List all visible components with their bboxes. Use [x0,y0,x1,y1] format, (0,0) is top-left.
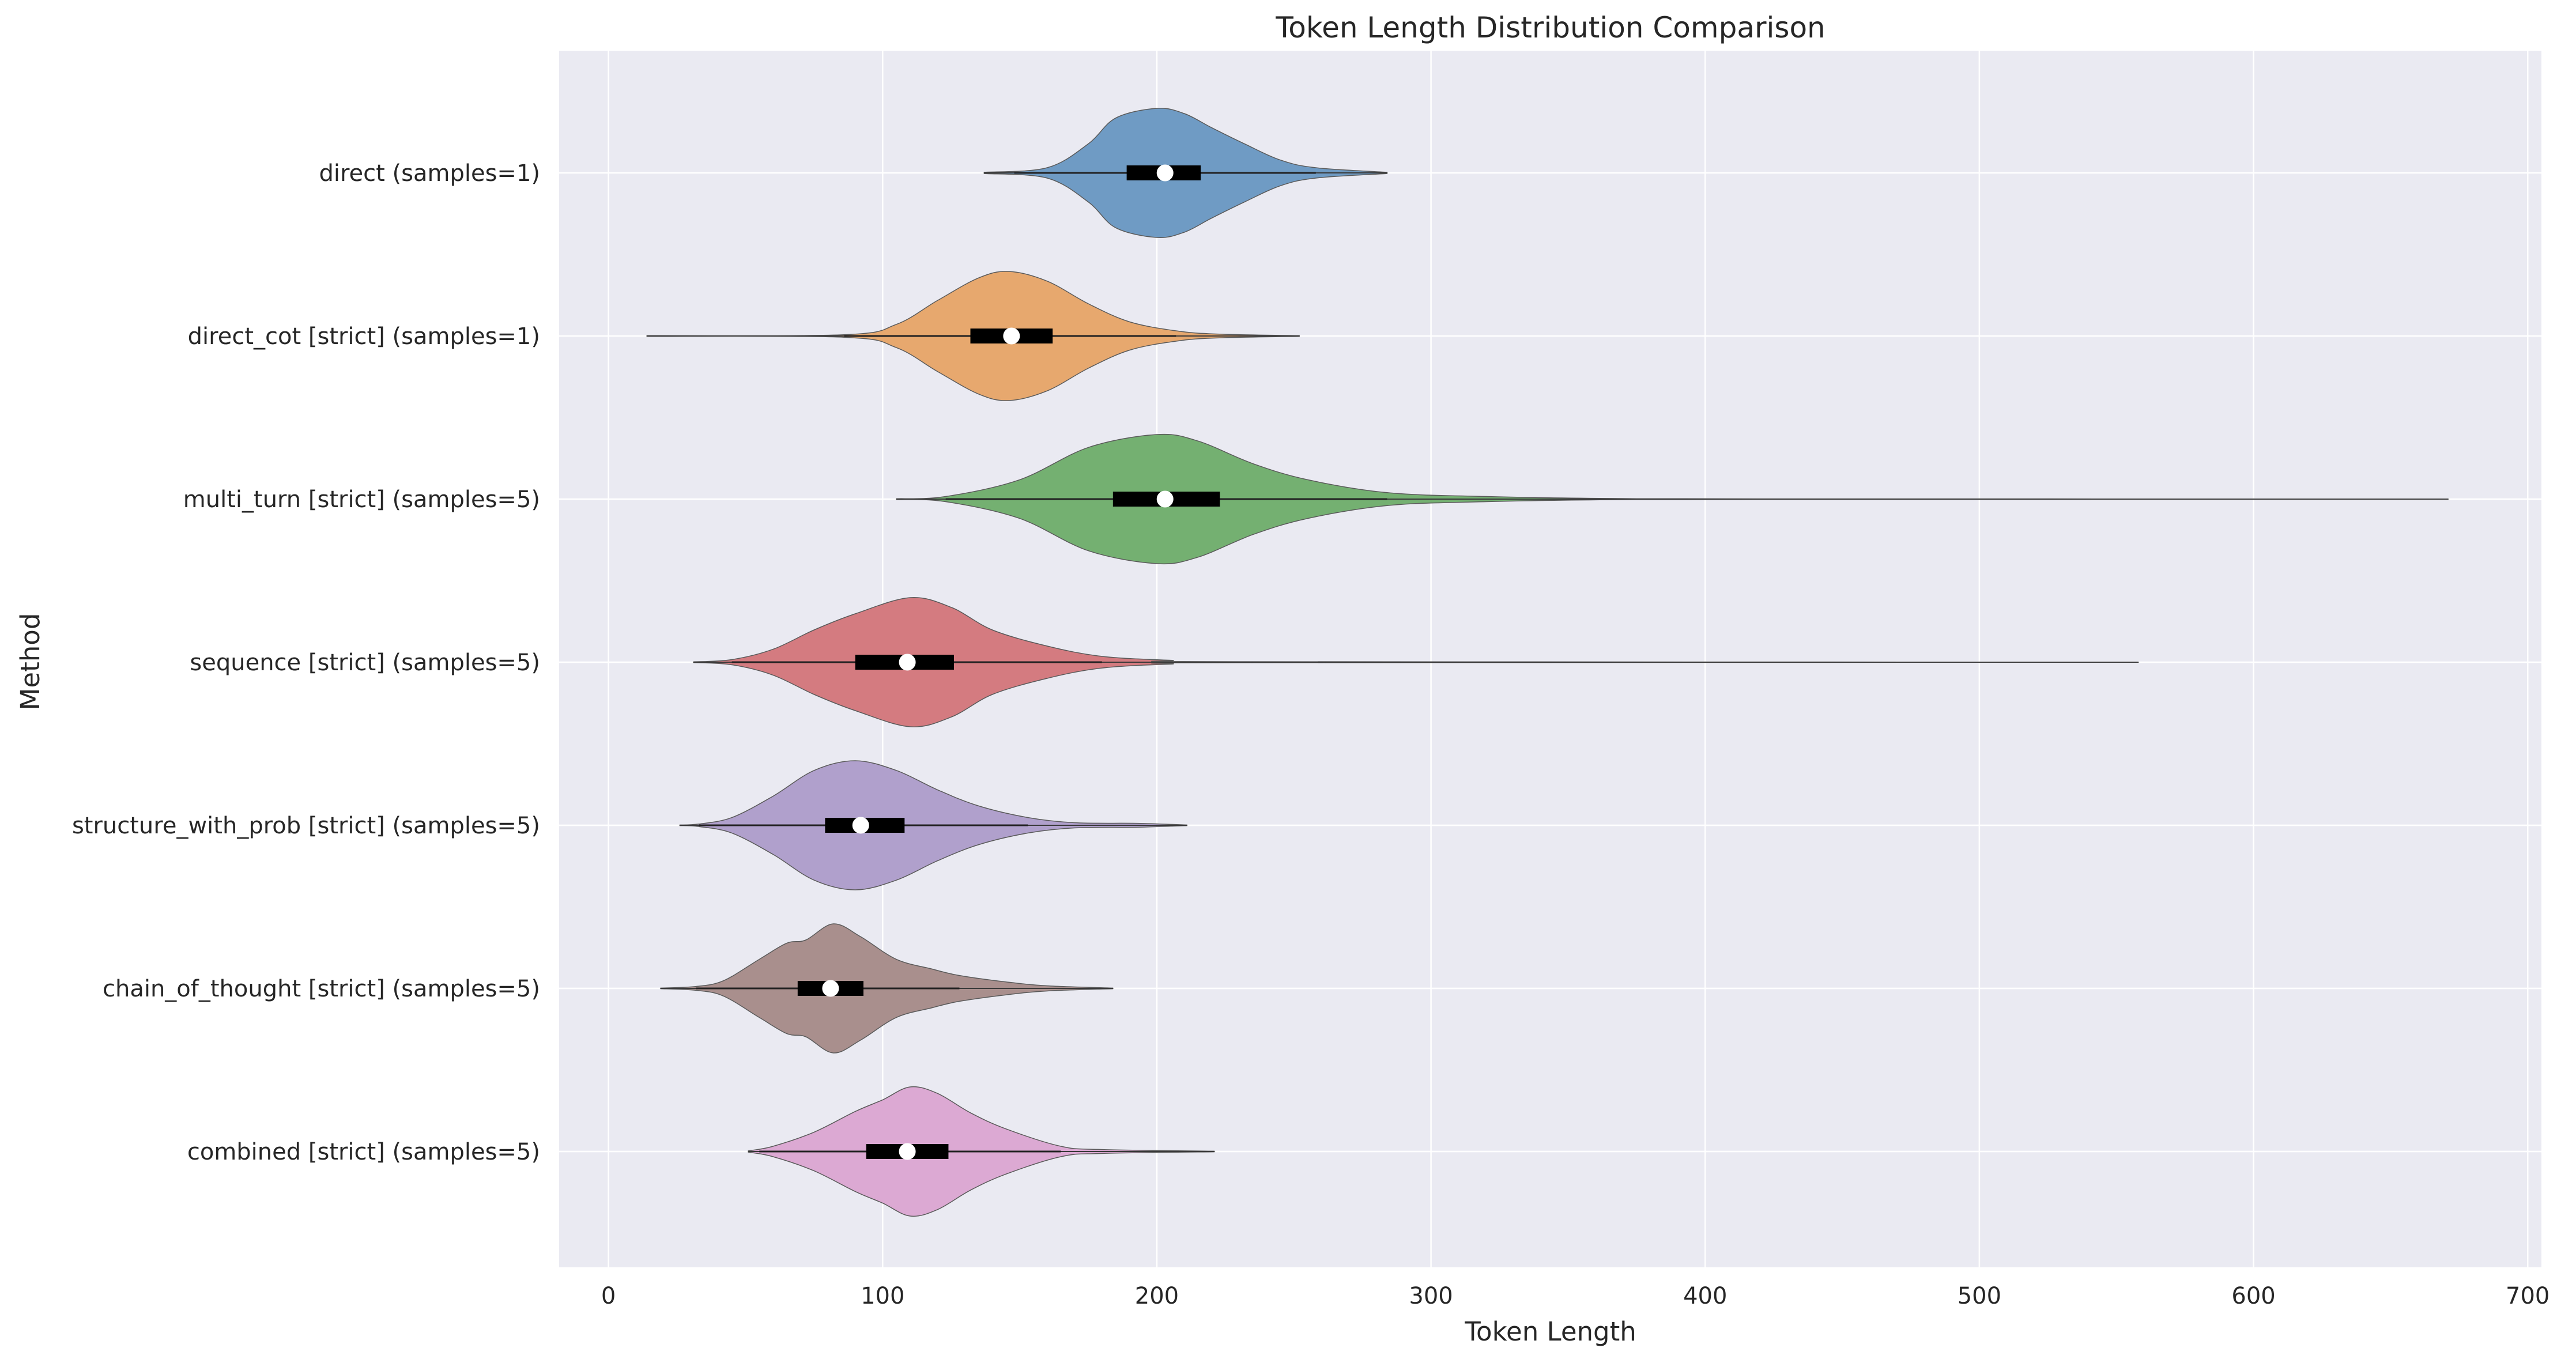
violin-group [660,923,1114,1054]
violins [646,108,2449,1217]
median-marker [1003,327,1020,345]
y-axis-label: Method [15,613,46,711]
median-marker [1156,164,1174,182]
x-tick-label: 500 [1958,1283,2001,1309]
x-tick-label: 0 [601,1283,616,1309]
x-tick-label: 100 [861,1283,904,1309]
y-tick-label: structure_with_prob [strict] (samples=5) [72,813,540,839]
median-marker [899,1143,916,1160]
violin-group [896,433,2449,565]
violin-group [983,108,1388,238]
median-marker [852,817,869,834]
x-tick-label: 400 [1683,1283,1727,1309]
y-tick-labels: direct (samples=1) direct_cot [strict] (s… [72,160,540,1165]
median-marker [822,980,839,997]
y-tick-label: direct_cot [strict] (samples=1) [188,323,540,350]
violin-group [679,760,1188,890]
x-tick-label: 200 [1135,1283,1179,1309]
median-marker [899,654,916,671]
y-tick-label: multi_turn [strict] (samples=5) [183,486,540,513]
y-tick-label: sequence [strict] (samples=5) [190,650,540,676]
violin-group [693,597,2139,727]
y-tick-label: direct (samples=1) [319,160,540,187]
x-tick-label: 700 [2506,1283,2549,1309]
violin-group [646,271,1300,401]
x-axis-label: Token Length [1464,1316,1636,1347]
chart-title: Token Length Distribution Comparison [1275,11,1825,44]
y-tick-label: chain_of_thought [strict] (samples=5) [103,976,540,1002]
x-tick-labels: 0 100 200 300 400 500 600 700 [601,1283,2550,1309]
x-tick-label: 600 [2231,1283,2275,1309]
violin-group [748,1086,1215,1217]
y-tick-label: combined [strict] (samples=5) [187,1139,540,1165]
x-tick-label: 300 [1409,1283,1453,1309]
median-marker [1156,490,1174,508]
